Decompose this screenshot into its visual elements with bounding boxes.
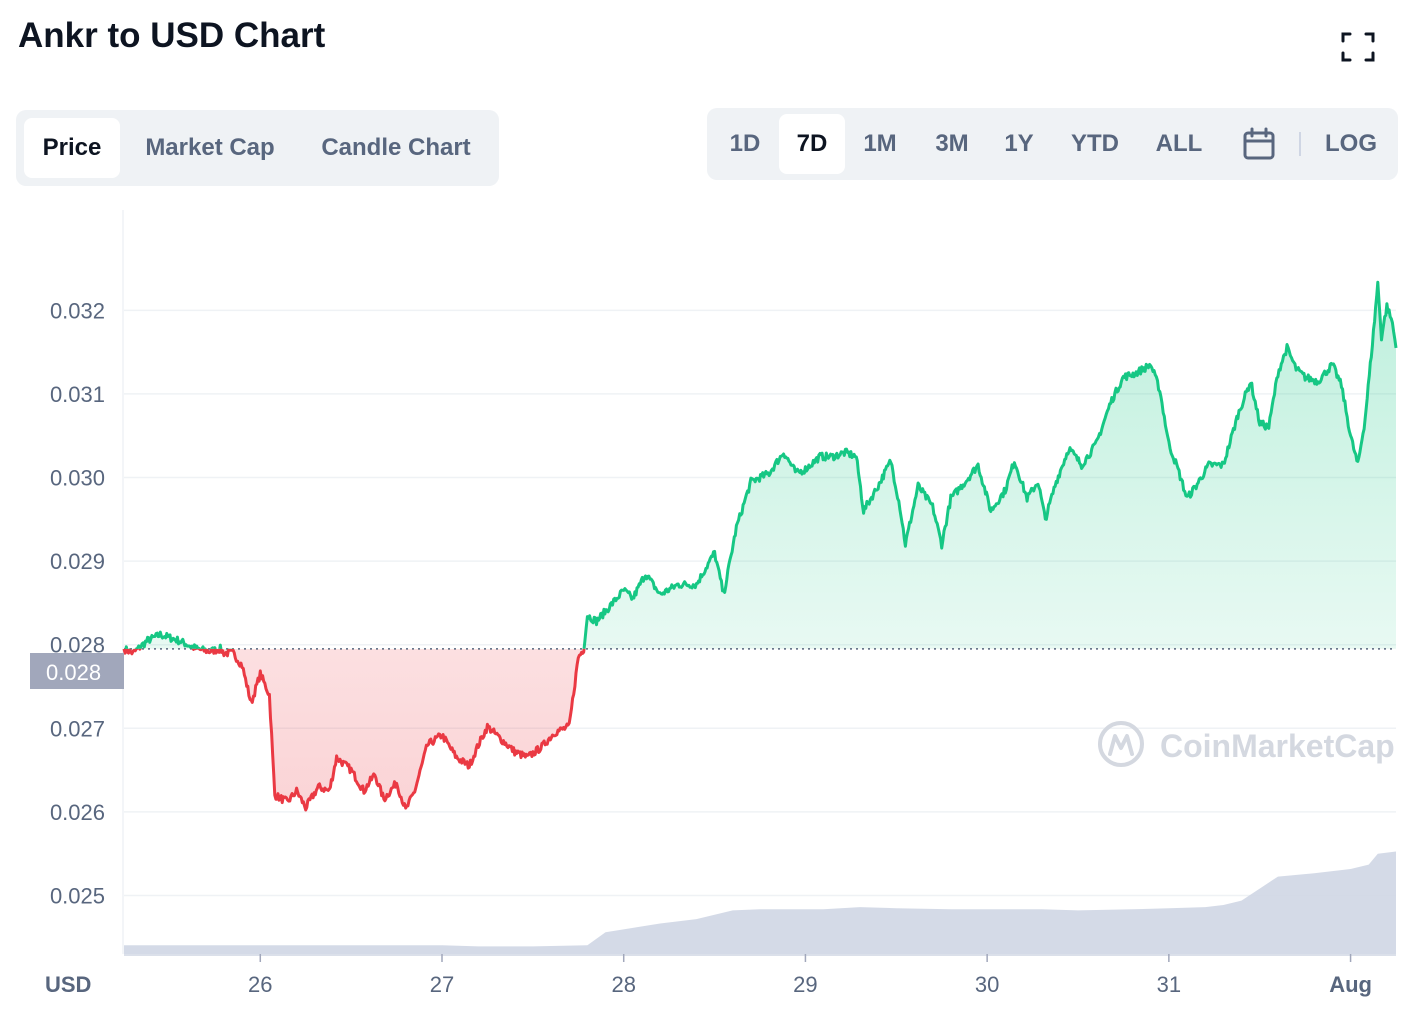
- x-tick-label: 31: [1157, 972, 1181, 997]
- y-tick-label: 0.026: [50, 800, 105, 825]
- watermark-text: CoinMarketCap: [1160, 728, 1395, 764]
- range-1y[interactable]: 1Y: [1004, 130, 1034, 157]
- x-tick-label: 29: [793, 972, 817, 997]
- y-tick-label: 0.031: [50, 382, 105, 407]
- range-3m[interactable]: 3M: [935, 130, 969, 157]
- y-tick-label: 0.029: [50, 549, 105, 574]
- x-tick-label: 30: [975, 972, 999, 997]
- current-price-badge: [30, 653, 124, 689]
- price-line-down: [122, 648, 586, 812]
- x-tick-label: 26: [248, 972, 272, 997]
- x-tick-label: Aug: [1329, 972, 1372, 997]
- range-ytd[interactable]: YTD: [1071, 130, 1119, 157]
- y-tick-label: 0.030: [50, 466, 105, 491]
- tab-price[interactable]: Price: [24, 118, 120, 178]
- range-7d[interactable]: 7D: [779, 114, 845, 174]
- price-area-down: [124, 648, 1396, 810]
- range-1m[interactable]: 1M: [863, 130, 897, 157]
- time-range-selector: 1D 7D 1M 3M 1Y YTD ALL LOG: [707, 108, 1398, 180]
- chart-type-tabs: Price Market Cap Candle Chart: [16, 110, 499, 186]
- x-tick-label: 28: [611, 972, 635, 997]
- x-axis-ticks: 26 27 28 29 30 31 Aug: [248, 954, 1372, 997]
- range-divider: [1299, 132, 1301, 156]
- log-toggle[interactable]: LOG: [1325, 130, 1377, 157]
- expand-icon[interactable]: [1340, 30, 1376, 64]
- watermark: CoinMarketCap: [1098, 721, 1395, 767]
- tab-candle-chart[interactable]: Candle Chart: [321, 134, 471, 161]
- y-tick-label: 0.032: [50, 298, 105, 323]
- volume-area: [124, 851, 1396, 954]
- x-tick-label: 27: [430, 972, 454, 997]
- current-price-label: 0.028: [46, 660, 101, 685]
- y-tick-label: 0.025: [50, 883, 105, 908]
- range-1d[interactable]: 1D: [729, 130, 761, 157]
- price-line-up: [124, 280, 1398, 649]
- calendar-icon[interactable]: [1241, 126, 1277, 162]
- y-tick-label: 0.027: [50, 716, 105, 741]
- tab-market-cap[interactable]: Market Cap: [145, 134, 275, 161]
- price-area-up: [125, 282, 1396, 649]
- range-all[interactable]: ALL: [1155, 130, 1203, 157]
- axis-currency-label: USD: [45, 972, 91, 997]
- page-title: Ankr to USD Chart: [18, 16, 326, 55]
